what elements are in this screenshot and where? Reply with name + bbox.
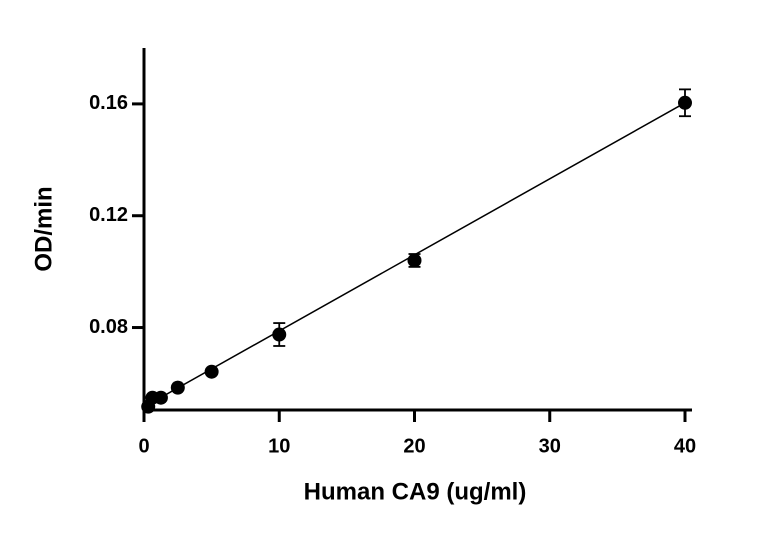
x-axis-title: Human CA9 (ug/ml) bbox=[304, 478, 527, 505]
y-tick-label: 0.08 bbox=[89, 316, 128, 338]
y-axis-title: OD/min bbox=[30, 186, 57, 271]
data-point bbox=[153, 390, 168, 405]
x-tick-label: 20 bbox=[403, 435, 425, 457]
data-point bbox=[272, 327, 287, 342]
x-tick-label: 10 bbox=[268, 435, 290, 457]
data-point bbox=[407, 253, 422, 268]
y-tick-label: 0.12 bbox=[89, 204, 128, 226]
data-point bbox=[204, 364, 219, 379]
y-tick-label: 0.16 bbox=[89, 92, 128, 114]
x-tick-label: 0 bbox=[138, 435, 149, 457]
x-tick-label: 40 bbox=[674, 435, 696, 457]
data-point bbox=[678, 95, 692, 110]
x-tick-label: 30 bbox=[539, 435, 561, 457]
data-point bbox=[170, 380, 185, 395]
